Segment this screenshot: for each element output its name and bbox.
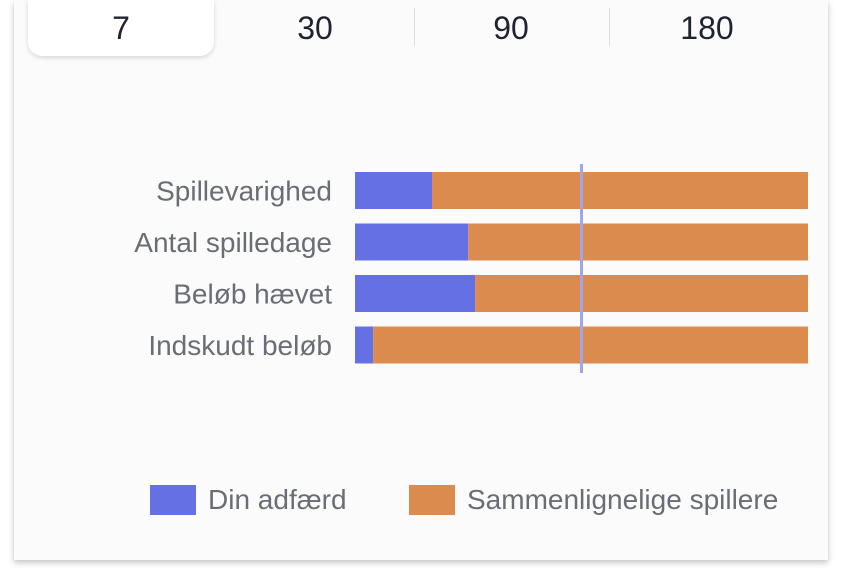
category-label-spillevarighed: Spillevarighed [156, 176, 332, 207]
tab-90-days[interactable]: 90 [493, 9, 529, 46]
tab-7-days[interactable]: 7 [28, 0, 214, 56]
legend-label-din-adfaerd: Din adfærd [208, 484, 347, 515]
bar-din-adf-rd-spillevarighed [355, 172, 433, 209]
legend-label-sammenlignelige: Sammenlignelige spillere [467, 484, 779, 515]
bar-din-adf-rd-indskudt-bel-b [355, 326, 374, 364]
tab-30-days[interactable]: 30 [297, 9, 333, 46]
bar-sammenlignelige-spillere-indskudt-bel-b [373, 326, 808, 364]
chart-legend: Din adfærd Sammenlignelige spillere [0, 480, 842, 520]
tab-180-days[interactable]: 180 [680, 9, 734, 46]
bar-din-adf-rd-bel-b-h-vet [355, 275, 476, 312]
legend-item-sammenlignelige: Sammenlignelige spillere [409, 480, 778, 520]
bar-sammenlignelige-spillere-spillevarighed [432, 172, 808, 209]
legend-swatch-din-adfaerd [150, 485, 196, 515]
legend-swatch-sammenlignelige [409, 485, 455, 515]
period-tabs: 7 30 90 180 [28, 0, 808, 56]
tab-separator [609, 8, 610, 46]
bar-din-adf-rd-antal-spilledage [355, 223, 469, 261]
bar-sammenlignelige-spillere-bel-b-h-vet [475, 275, 808, 312]
category-label-bel-b-h-vet: Beløb hævet [173, 279, 332, 310]
tab-separator [414, 8, 415, 46]
bar-sammenlignelige-spillere-antal-spilledage [468, 223, 808, 261]
legend-item-din-adfaerd: Din adfærd [150, 480, 347, 520]
category-label-antal-spilledage: Antal spilledage [134, 227, 332, 258]
category-label-indskudt-bel-b: Indskudt beløb [148, 330, 332, 361]
